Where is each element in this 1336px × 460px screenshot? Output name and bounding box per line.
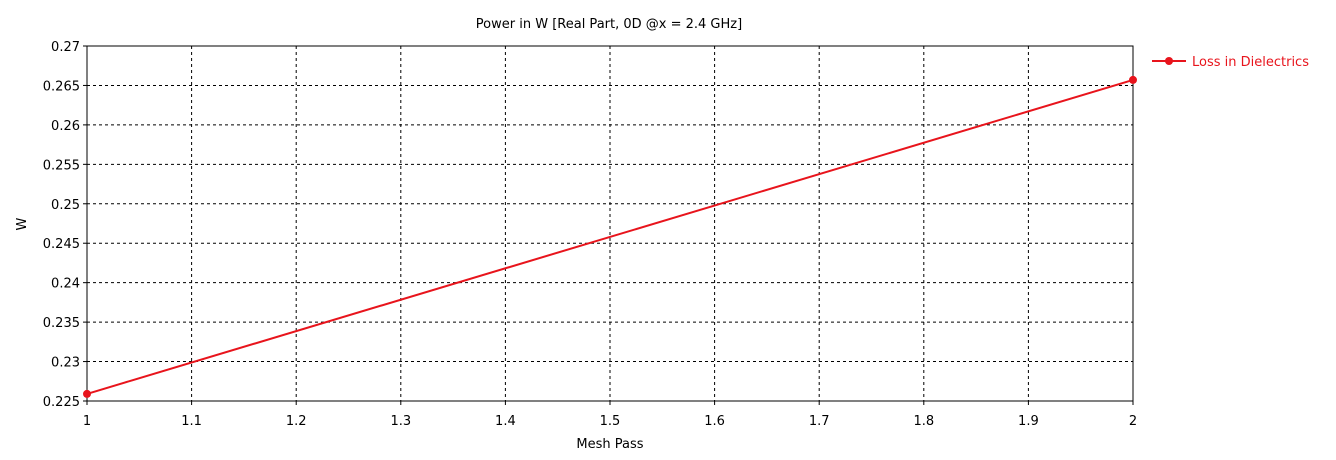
data-point[interactable] [1129,75,1137,84]
y-tick-label: 0.225 [43,395,80,410]
grid [87,46,1133,401]
series-line [86,78,1134,395]
x-axis: 1 1.1 1.2 1.3 1.4 1.5 1.6 1.7 1.8 1.9 2 [83,401,1137,429]
y-axis: 0.225 0.23 0.235 0.24 0.245 0.25 0.255 0.26 0.26… [43,40,87,410]
x-tick-label: 1.2 [286,414,307,429]
x-tick-label: 1.9 [1018,414,1039,429]
y-tick-label: 0.24 [51,277,80,292]
x-tick-label: 1.8 [913,414,934,429]
series-layer [83,75,1137,398]
legend-label: Loss in Dielectrics [1192,55,1309,70]
y-tick-label: 0.235 [43,316,80,331]
x-axis-label: Mesh Pass [576,437,643,452]
chart-title: Power in W [Real Part, 0D @x = 2.4 GHz] [476,17,742,32]
y-tick-label: 0.26 [51,119,80,134]
y-tick-label: 0.265 [43,79,80,94]
x-tick-label: 1 [83,414,91,429]
y-tick-label: 0.25 [51,198,80,213]
legend[interactable]: Loss in Dielectrics [1152,55,1309,70]
y-axis-label: W [15,217,30,230]
x-tick-label: 1.5 [600,414,621,429]
y-tick-label: 0.27 [51,40,80,55]
x-tick-label: 1.7 [809,414,830,429]
y-tick-label: 0.245 [43,237,80,252]
data-point[interactable] [83,389,91,398]
x-tick-label: 1.3 [390,414,411,429]
y-tick-label: 0.255 [43,158,80,173]
legend-marker [1165,57,1173,65]
x-tick-label: 2 [1129,414,1137,429]
x-tick-label: 1.1 [181,414,202,429]
y-tick-label: 0.23 [51,356,80,371]
x-tick-label: 1.6 [704,414,725,429]
x-tick-label: 1.4 [495,414,516,429]
